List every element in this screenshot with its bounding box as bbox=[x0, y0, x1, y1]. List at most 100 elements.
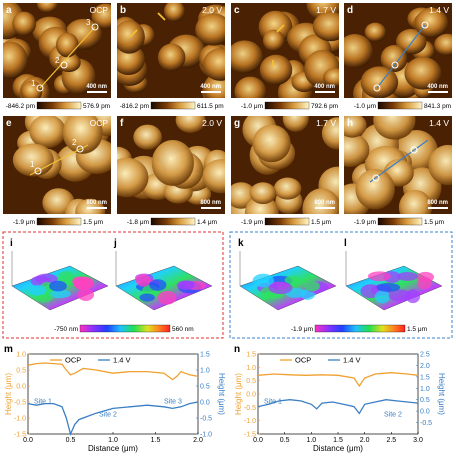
afm_row1-a-scale-label: 400 nm bbox=[86, 84, 107, 90]
surface-3d-j-bump bbox=[135, 274, 151, 287]
afm_row2-f-scale-bar bbox=[201, 207, 221, 209]
chart-m-yl-tick-label: -1.0 bbox=[14, 416, 26, 423]
chart-m-site-annotation: Site 2 bbox=[99, 411, 117, 418]
afm_row2-f-colorbar-min: -1.8 μm bbox=[127, 219, 149, 226]
site-number: 1 bbox=[31, 79, 36, 88]
surface-3d-k-bump bbox=[268, 281, 293, 295]
afm_row1-a-colorbar-max: 576.9 pm bbox=[83, 103, 110, 110]
chart-n-x-tick-label: 2.5 bbox=[386, 437, 396, 444]
afm_row1-b-grain bbox=[195, 13, 225, 46]
afm_row1-b-colorbar-min: -816.2 pm bbox=[120, 103, 149, 110]
surface-3d-l-bump bbox=[374, 290, 391, 304]
chart-n-series-ocp-line bbox=[257, 372, 419, 388]
afm_row1-d-topography bbox=[344, 3, 452, 98]
chart-n-legend-label: 1.4 V bbox=[343, 356, 361, 365]
afm_row1-b-scale-label: 400 nm bbox=[200, 84, 221, 90]
chart-n-plot-frame bbox=[257, 353, 419, 435]
afm_row1-c-colorbar-min: -1.0 μm bbox=[241, 103, 263, 110]
afm_row1-c-grain bbox=[312, 11, 339, 42]
chart-n-yl-tick-label: -1.5 bbox=[244, 432, 256, 439]
afm_row2-f-colorbar-max: 1.4 μm bbox=[197, 219, 217, 226]
afm_row2-e-colorbar-min: -1.9 μm bbox=[13, 219, 35, 226]
chart-m-site-annotation: Site 3 bbox=[164, 399, 182, 406]
surface-3d-l-bump bbox=[388, 289, 412, 302]
afm_row1-d-condition: 1.4 V bbox=[429, 5, 449, 15]
afm_row2-g-grain bbox=[273, 177, 302, 200]
afm_row2-g-grain bbox=[321, 117, 339, 150]
chart-m-legend-label: OCP bbox=[65, 356, 81, 365]
site-marker bbox=[410, 146, 418, 154]
chart-m-x-tick-label: 2.0 bbox=[193, 437, 203, 444]
afm_row1-b-panel-letter: b bbox=[120, 5, 126, 16]
afm_row2-f-scale-label: 800 nm bbox=[200, 200, 221, 206]
afm_row2-h-grain bbox=[428, 144, 452, 186]
afm_row2-g-grain bbox=[249, 182, 277, 205]
afm_row2-g-scale-label: 800 nm bbox=[314, 200, 335, 206]
chart-m-x-tick-label: 1.5 bbox=[151, 437, 161, 444]
afm_row2-h-scale-bar bbox=[428, 207, 448, 209]
site-marker bbox=[91, 23, 99, 31]
afm_row1-b-grain bbox=[164, 3, 185, 22]
afm_row1-a-grain bbox=[37, 3, 58, 13]
chart-m-yl-tick-label: -1.5 bbox=[14, 432, 26, 439]
chart-n-yr-tick-label: 0.5 bbox=[420, 397, 430, 404]
chart-n-x-tick-label: 1.5 bbox=[333, 437, 343, 444]
chart-n-yl-tick-label: 0.5 bbox=[246, 378, 256, 385]
afm_row1-c-grain bbox=[259, 54, 293, 86]
chart-n-yl-tick-label: -1.0 bbox=[244, 418, 256, 425]
site-marker bbox=[391, 61, 399, 69]
chart-n-yr-tick-label: 0.0 bbox=[420, 409, 430, 416]
site-number: 2 bbox=[55, 56, 60, 65]
afm_row2-f-grain bbox=[202, 159, 225, 194]
afm_row2-h-grain bbox=[373, 116, 416, 140]
afm_row2-h-grain bbox=[344, 132, 370, 167]
surface-3d-l-bump bbox=[397, 272, 418, 281]
site-marker bbox=[421, 21, 429, 29]
chart-m-x-tick-label: 0.5 bbox=[66, 437, 76, 444]
afm_row2-h-grain bbox=[398, 189, 432, 214]
afm_row2-e-colorbar-max: 1.5 μm bbox=[83, 219, 103, 226]
afm_row1-d-colorbar-max: 841.3 pm bbox=[424, 103, 451, 110]
surface-3d-i-bump bbox=[77, 288, 95, 302]
afm_row1-c-scale-bar bbox=[315, 91, 335, 93]
afm_row1-d-grain bbox=[364, 22, 386, 42]
profile-line-1p4v-d bbox=[376, 24, 426, 89]
profile-line-1p4v-h bbox=[369, 139, 429, 183]
afm_row2-e-grain bbox=[62, 116, 103, 154]
afm_row2-g-grain bbox=[252, 124, 291, 163]
chart-m-ylabel-left: Height (μm) bbox=[4, 373, 13, 415]
chart-m-plot-frame bbox=[27, 353, 199, 435]
afm_row1-b-scale-bar bbox=[201, 91, 221, 93]
chart-m-yr-tick-label: 1.0 bbox=[200, 368, 210, 375]
afm_row1-a-condition: OCP bbox=[90, 5, 109, 15]
afm_row2-g-colorbar bbox=[264, 217, 310, 226]
chart-n-series-1p4v-line bbox=[257, 399, 419, 415]
chart-n-x-tick-label: 1.0 bbox=[306, 437, 316, 444]
afm_row2-g-panel-letter: g bbox=[234, 118, 240, 129]
chart-n-yl-tick-label: -0.5 bbox=[244, 405, 256, 412]
afm_row1-a-panel-letter: a bbox=[6, 5, 12, 16]
afm_row1-c-colorbar bbox=[264, 101, 310, 110]
afm_row2-h-colorbar bbox=[377, 217, 423, 226]
panel-3d-left-colorbar-min: -750 nm bbox=[54, 326, 78, 333]
chart-m-series-1p4v-line bbox=[27, 401, 199, 436]
afm_row1-b-colorbar bbox=[150, 101, 196, 110]
chart-m-yr-tick-label: -0.5 bbox=[200, 416, 212, 423]
afm_row2-f-grain bbox=[117, 157, 149, 198]
site-number: 3 bbox=[86, 18, 91, 27]
panel-letter-3d: l bbox=[344, 238, 347, 249]
afm_row1-a-colorbar bbox=[36, 101, 82, 110]
afm_row1-c-scale-label: 400 nm bbox=[314, 84, 335, 90]
site-marker bbox=[34, 167, 42, 175]
arrow-marker bbox=[276, 24, 285, 33]
profile-line-ocp-e bbox=[29, 144, 89, 176]
afm_row2-h-panel-letter: h bbox=[347, 118, 353, 129]
afm_row1-a-grain bbox=[3, 41, 28, 79]
afm_row2-h-scale-label: 800 nm bbox=[427, 200, 448, 206]
panel-letter-3d: j bbox=[113, 238, 117, 249]
chart-m-yl-tick-label: -0.5 bbox=[14, 400, 26, 407]
chart-m-yl-tick-label: 1.0 bbox=[16, 352, 26, 359]
afm_row2-e-scale-label: 800 nm bbox=[86, 200, 107, 206]
chart-n-yr-tick-label: 1.0 bbox=[420, 386, 430, 393]
site-marker bbox=[372, 174, 380, 182]
